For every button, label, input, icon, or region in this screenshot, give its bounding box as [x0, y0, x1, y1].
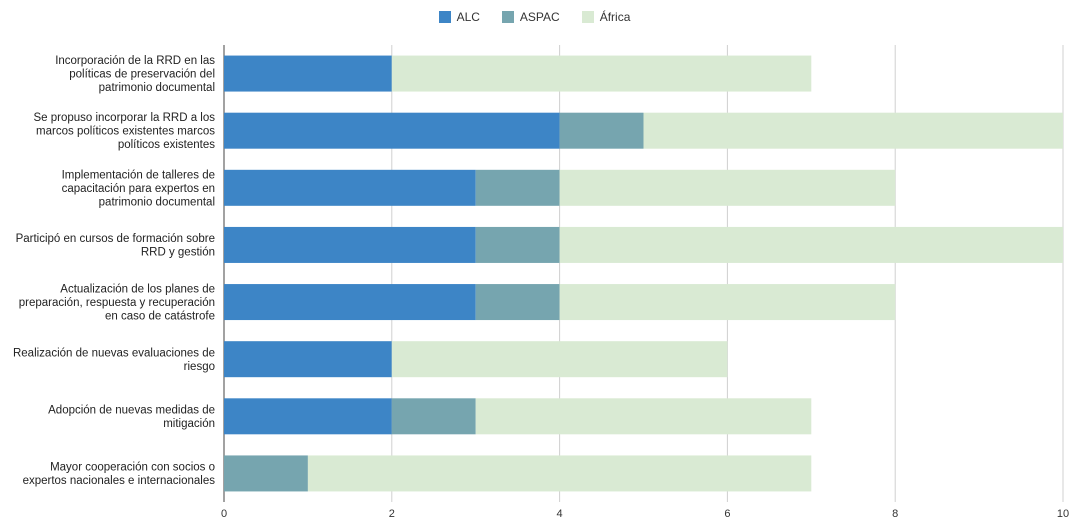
legend-item-aspac[interactable]: ASPAC: [501, 10, 560, 24]
legend-swatch-aspac: [501, 11, 514, 23]
bar-segment-aspac-7[interactable]: [224, 455, 308, 492]
category-label-6: Adopción de nuevas medidas de mitigación: [48, 405, 215, 431]
category-label-0: Incorporación de la RRD en las políticas …: [55, 55, 215, 94]
x-tick-label: 4: [557, 508, 563, 520]
legend-label-alc: ALC: [456, 10, 480, 24]
x-tick-label: 8: [892, 508, 898, 520]
category-label-7: Mayor cooperación con socios o expertos n…: [23, 462, 216, 488]
bar-segment-aspac-4[interactable]: [475, 284, 560, 321]
legend-label-africa: África: [599, 10, 631, 24]
x-tick-label: 10: [1057, 508, 1069, 520]
bar-segment-alc-4[interactable]: [224, 284, 476, 321]
bar-segment-frica-1[interactable]: [643, 112, 1064, 149]
category-label-5: Realización de nuevas evaluaciones de rie…: [13, 347, 215, 373]
legend-item-alc[interactable]: ALC: [438, 10, 480, 24]
bar-segment-frica-4[interactable]: [559, 284, 896, 321]
category-label-3: Participó en cursos de formación sobre RR…: [16, 233, 215, 259]
legend: ALC ASPAC África: [0, 10, 1069, 24]
legend-swatch-africa: [581, 11, 594, 23]
category-label-2: Implementación de talleres de capacitació…: [62, 169, 215, 208]
category-labels: Incorporación de la RRD en las políticas …: [13, 55, 215, 487]
x-tick-labels: 0 2 4 6 8 10: [221, 508, 1069, 520]
legend-item-africa[interactable]: África: [581, 10, 631, 24]
x-tick-label: 2: [389, 508, 395, 520]
bar-segment-aspac-1[interactable]: [559, 112, 644, 149]
x-tick-label: 0: [221, 508, 227, 520]
bar-segment-frica-2[interactable]: [559, 169, 896, 206]
legend-swatch-alc: [438, 11, 451, 23]
category-label-1: Se propuso incorporar la RRD a los marcos…: [33, 112, 215, 151]
legend-label-aspac: ASPAC: [519, 10, 560, 24]
bar-segment-alc-3[interactable]: [224, 226, 476, 263]
bars: [224, 55, 1064, 492]
bar-segment-aspac-2[interactable]: [475, 169, 560, 206]
bar-segment-alc-1[interactable]: [224, 112, 560, 149]
bar-segment-aspac-6[interactable]: [391, 398, 476, 435]
bar-segment-frica-7[interactable]: [307, 455, 812, 492]
bar-segment-alc-5[interactable]: [224, 341, 392, 378]
bar-segment-frica-3[interactable]: [559, 226, 1063, 263]
bar-segment-alc-0[interactable]: [224, 55, 392, 92]
bar-segment-alc-6[interactable]: [224, 398, 392, 435]
bar-segment-frica-0[interactable]: [391, 55, 812, 92]
category-label-4: Actualización de los planes de preparació…: [19, 284, 215, 323]
bar-segment-frica-5[interactable]: [391, 341, 728, 378]
bar-segment-aspac-3[interactable]: [475, 226, 560, 263]
bar-segment-frica-6[interactable]: [475, 398, 812, 435]
x-tick-label: 6: [724, 508, 730, 520]
bar-segment-alc-2[interactable]: [224, 169, 476, 206]
